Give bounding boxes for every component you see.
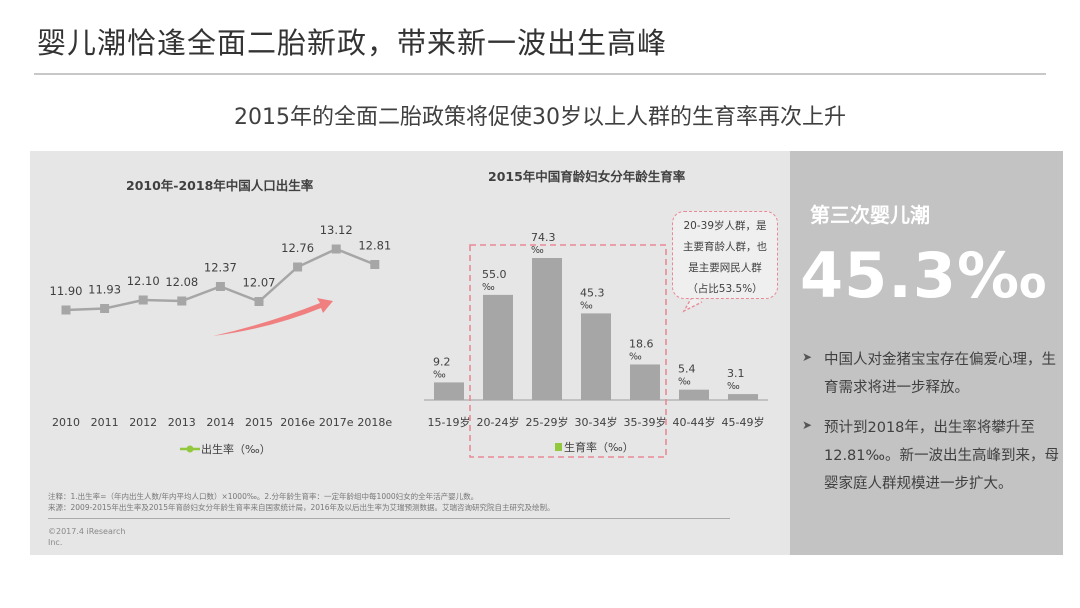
svg-text:9.2: 9.2: [433, 355, 451, 368]
svg-text:2015: 2015: [245, 416, 273, 429]
svg-text:‰: ‰: [727, 381, 740, 392]
title-divider: [34, 73, 1046, 75]
svg-text:20-24岁: 20-24岁: [477, 415, 520, 429]
line-chart: 11.90 2010 11.93 2011 12.10 2012 12.08 2013 12.3…: [50, 223, 393, 456]
svg-text:15-19岁: 15-19岁: [428, 415, 471, 429]
svg-text:2017e: 2017e: [319, 416, 354, 429]
svg-text:2011: 2011: [91, 416, 119, 429]
bullet-text: 中国人对金猪宝宝存在偏爱心理，生育需求将进一步释放。: [824, 352, 1056, 396]
charts-canvas: 11.90 2010 11.93 2011 12.10 2012 12.08 2013 12.3…: [50, 223, 768, 458]
callout-line: 20-39岁人群，是: [683, 220, 767, 232]
bar-chart-title: 2015年中国育龄妇女分年龄生育率: [488, 169, 686, 184]
svg-text:3.1: 3.1: [727, 367, 745, 380]
svg-text:11.93: 11.93: [88, 283, 121, 297]
svg-text:13.12: 13.12: [320, 223, 353, 237]
svg-text:18.6: 18.6: [629, 337, 654, 350]
source-text: 来源：2009-2015年出生率及2015年育龄妇女分年龄生育率来自国家统计局，…: [48, 503, 555, 512]
page-title: 婴儿潮恰逢全面二胎新政，带来新一波出生高峰: [37, 26, 668, 60]
svg-text:12.07: 12.07: [243, 276, 276, 290]
callout-line: 是主要网民人群: [688, 262, 762, 274]
svg-text:12.76: 12.76: [281, 241, 314, 255]
svg-text:‰: ‰: [580, 300, 593, 311]
callout-line: 主要育龄人群，也: [683, 241, 767, 253]
callout-line: （占比53.5%）: [687, 283, 763, 295]
svg-text:‰: ‰: [433, 369, 446, 380]
svg-text:74.3: 74.3: [531, 231, 556, 244]
svg-text:12.37: 12.37: [204, 261, 237, 275]
svg-text:‰: ‰: [629, 351, 642, 362]
bar-chart: 9.2‰15-19岁55.0‰20-24岁74.3‰25-29岁45.3‰30-…: [424, 231, 768, 458]
svg-text:生育率（‰）: 生育率（‰）: [564, 440, 634, 454]
svg-text:5.4: 5.4: [678, 363, 696, 376]
svg-text:‰: ‰: [482, 282, 495, 293]
svg-text:12.08: 12.08: [165, 275, 198, 289]
page-subtitle: 2015年的全面二胎政策将促使30岁以上人群的生育率再次上升: [234, 105, 846, 130]
footnotes: 注释：1.出生率=（年内出生人数/年内平均人口数）×1000‰。2.分年龄生育率…: [48, 491, 555, 513]
copyright: ©2017.4 iResearch Inc.: [48, 527, 126, 547]
svg-text:2014: 2014: [206, 416, 234, 429]
svg-text:出生率（‰）: 出生率（‰）: [201, 442, 271, 456]
bullet-item: ➤ 中国人对金猪宝宝存在偏爱心理，生育需求将进一步释放。: [802, 346, 1060, 402]
line-chart-title: 2010年-2018年中国人口出生率: [126, 178, 314, 193]
svg-text:2010: 2010: [52, 416, 80, 429]
arrow-bullet-icon: ➤: [802, 418, 813, 432]
svg-text:2018e: 2018e: [357, 416, 392, 429]
svg-text:55.0: 55.0: [482, 268, 507, 281]
bullet-list: ➤ 中国人对金猪宝宝存在偏爱心理，生育需求将进一步释放。 ➤ 预计到2018年，…: [802, 346, 1060, 510]
note-text: 注释：1.出生率=（年内出生人数/年内平均人口数）×1000‰。2.分年龄生育率…: [48, 492, 479, 501]
arrow-bullet-icon: ➤: [802, 350, 813, 364]
highlight-value: 45.3‰: [800, 239, 1048, 312]
highlight-title: 第三次婴儿潮: [810, 203, 930, 227]
bullet-item: ➤ 预计到2018年，出生率将攀升至12.81‰。新一波出生高峰到来，母婴家庭人…: [802, 414, 1060, 498]
svg-text:‰: ‰: [678, 377, 691, 388]
svg-text:2012: 2012: [129, 416, 157, 429]
svg-text:25-29岁: 25-29岁: [526, 415, 569, 429]
highlight-panel: 第三次婴儿潮 45.3‰ ➤ 中国人对金猪宝宝存在偏爱心理，生育需求将进一步释放…: [790, 151, 1063, 555]
svg-text:45.3: 45.3: [580, 286, 605, 299]
annotation-callout: 20-39岁人群，是 主要育龄人群，也 是主要网民人群 （占比53.5%）: [672, 211, 778, 299]
svg-text:‰: ‰: [531, 245, 544, 256]
svg-text:35-39岁: 35-39岁: [624, 415, 667, 429]
svg-text:30-34岁: 30-34岁: [575, 415, 618, 429]
svg-text:2016e: 2016e: [280, 416, 315, 429]
svg-text:45-49岁: 45-49岁: [722, 415, 765, 429]
footer-divider: [48, 518, 730, 519]
svg-text:2013: 2013: [168, 416, 196, 429]
svg-text:12.81: 12.81: [358, 239, 391, 253]
svg-text:40-44岁: 40-44岁: [673, 415, 716, 429]
svg-text:12.10: 12.10: [127, 274, 160, 288]
svg-text:11.90: 11.90: [50, 284, 83, 298]
charts-panel: 2010年-2018年中国人口出生率 2015年中国育龄妇女分年龄生育率 11.…: [30, 151, 790, 555]
bullet-text: 预计到2018年，出生率将攀升至12.81‰。新一波出生高峰到来，母婴家庭人群规…: [824, 420, 1059, 492]
